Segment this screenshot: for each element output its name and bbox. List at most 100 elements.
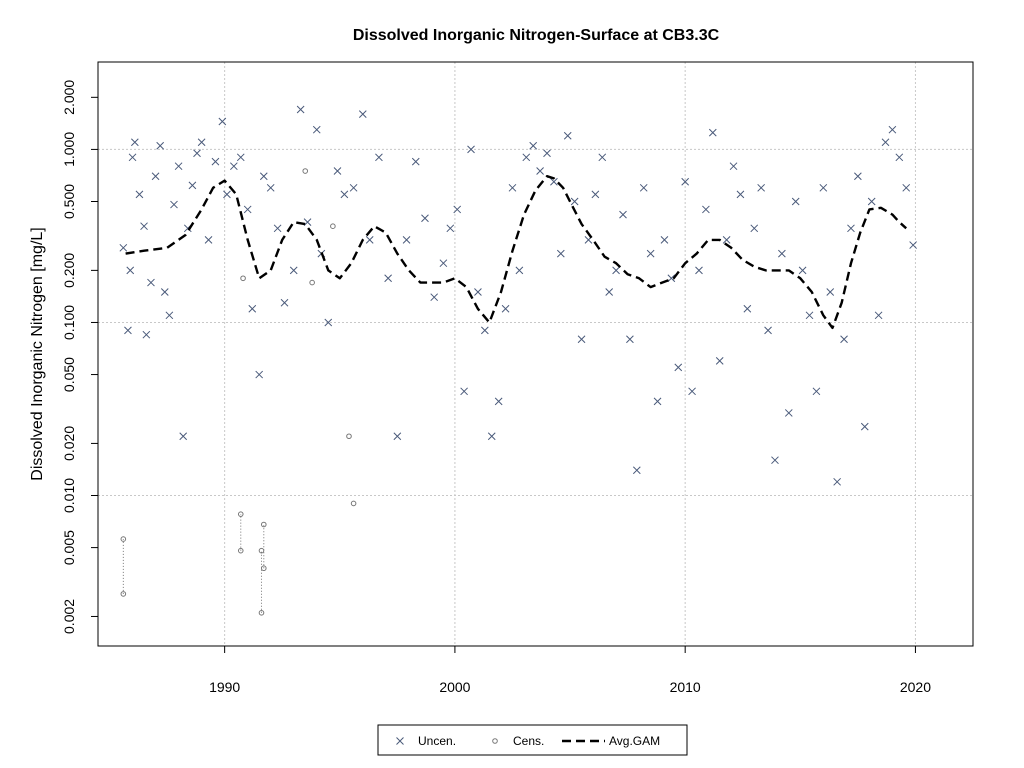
data-point-censored [302,168,309,174]
data-point-uncensored [303,218,312,226]
data-point-uncensored [119,243,128,252]
data-point-uncensored [230,162,238,171]
data-point-uncensored [819,183,828,192]
data-point-uncensored [681,177,690,186]
data-point-uncensored [646,249,655,258]
data-point-uncensored [340,190,349,199]
data-point-uncensored [296,105,305,114]
data-point-uncensored [273,224,282,233]
data-point-uncensored [126,266,135,275]
data-point-uncensored [193,149,201,158]
data-point-uncensored [411,157,420,166]
data-point-censored [330,223,336,229]
data-point-uncensored [439,259,448,268]
y-tick-label: 0.100 [61,305,77,340]
y-tick-label: 1.000 [61,132,77,167]
data-point-uncensored [653,397,662,406]
data-point-uncensored [487,432,496,441]
data-point-uncensored [156,141,165,150]
y-axis: 0.002 0.005 0.010 0.020 0.050 0.100 0.200 0.500… [61,80,98,634]
data-point-uncensored [453,205,462,214]
y-axis-label: Dissolved Inorganic Nitrogen [mg/L] [29,227,46,480]
x-tick-label: 2020 [900,679,931,695]
data-point-uncensored [632,466,641,475]
data-point-uncensored [358,110,367,118]
data-point-uncensored [402,236,411,244]
data-point-uncensored [430,293,439,302]
legend-box [377,724,688,756]
data-point-uncensored [556,249,565,258]
data-point-uncensored [736,190,745,199]
data-point-uncensored [508,183,517,192]
data-point-uncensored [324,318,333,327]
data-point-uncensored [188,181,197,190]
data-point-uncensored [446,224,455,233]
legend-marker-censored [492,738,498,744]
data-point-uncensored [421,214,429,223]
data-point-uncensored [218,117,227,126]
data-point-uncensored [393,432,402,441]
data-point-uncensored [833,477,841,486]
data-point-uncensored [480,326,489,335]
data-point-uncensored [333,167,342,175]
legend-label: Avg.GAM [609,734,660,748]
data-point-uncensored [688,387,696,396]
data-point-uncensored [840,335,848,344]
data-point-uncensored [170,200,178,209]
data-point-uncensored [708,128,717,137]
data-point-censored [309,279,315,286]
data-point-uncensored [605,288,614,296]
y-tick-label: 0.002 [61,599,77,634]
data-point-uncensored [778,249,786,258]
data-point-uncensored [248,304,257,313]
data-point-uncensored [626,335,634,344]
data-point-uncensored [577,335,586,344]
y-tick-label: 2.000 [61,80,77,115]
data-point-uncensored [888,125,897,134]
data-point-uncensored [805,311,814,320]
data-point-uncensored [874,311,883,320]
data-point-uncensored [211,157,220,166]
data-point-uncensored [860,422,869,431]
data-point-uncensored [784,409,793,417]
legend-label: Uncen. [418,734,456,748]
data-point-uncensored [494,397,503,406]
y-tick-label: 0.005 [61,530,77,565]
data-point-uncensored [771,456,779,465]
data-point-uncensored [165,311,174,320]
grid-lines [98,62,973,646]
gam-series [125,174,908,330]
data-point-uncensored [764,326,772,335]
data-point-uncensored [312,125,321,134]
data-point-uncensored [563,131,572,140]
data-point-uncensored [130,138,139,147]
censored-series [120,168,357,616]
data-point-uncensored [474,288,482,296]
data-point-uncensored [695,266,703,275]
data-point-uncensored [667,274,676,283]
y-tick-label: 0.020 [61,426,77,461]
data-point-uncensored [702,205,710,214]
data-point-uncensored [243,205,252,214]
data-point-uncensored [674,363,683,372]
y-tick-label: 0.050 [61,357,77,392]
plot-area [97,61,974,647]
data-point-uncensored [128,153,137,162]
data-point-uncensored [639,183,648,192]
x-tick-label: 2010 [670,679,701,695]
data-point-uncensored [142,330,151,339]
data-point-uncensored [750,224,759,233]
data-point-uncensored [743,304,752,313]
data-point-censored [237,547,244,554]
data-point-censored [120,591,127,597]
data-point-uncensored [522,153,531,162]
data-point-uncensored [798,266,807,275]
data-point-censored [350,500,357,507]
data-point-censored [260,565,267,572]
data-point-uncensored [160,288,169,296]
data-point-censored [120,536,127,542]
data-point-uncensored [266,183,275,192]
data-point-uncensored [124,326,132,335]
data-point-uncensored [365,236,374,244]
data-point-uncensored [151,172,160,181]
